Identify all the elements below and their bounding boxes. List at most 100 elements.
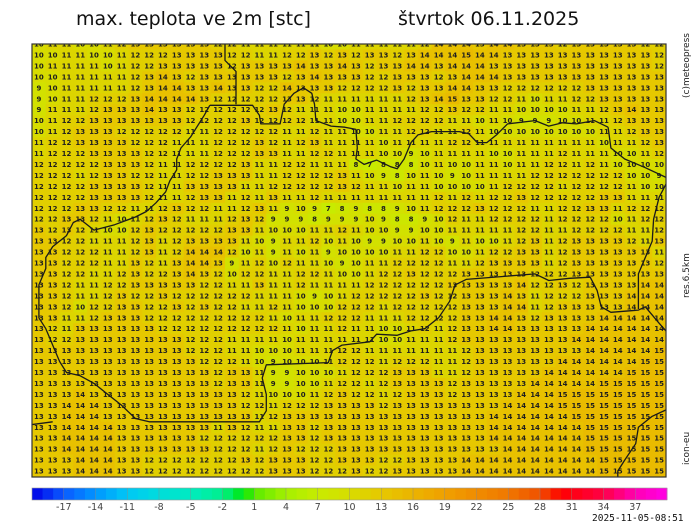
temperature-value: 12: [186, 227, 196, 235]
map-cell: [183, 257, 198, 270]
temperature-value: 13: [227, 391, 237, 399]
temperature-value: 11: [103, 260, 113, 268]
map-cell: [431, 44, 447, 51]
map-cell: [183, 104, 198, 116]
temperature-value: 11: [199, 150, 209, 158]
temperature-value: 14: [599, 336, 609, 344]
map-cell: [100, 137, 116, 149]
map-cell: [224, 246, 240, 259]
map-cell: [555, 158, 571, 171]
temperature-value: 13: [158, 117, 168, 125]
temperature-value: 12: [213, 95, 223, 103]
map-cell: [100, 191, 116, 204]
map-cell: [280, 301, 295, 313]
map-cell: [610, 257, 626, 270]
temperature-value: 10: [392, 336, 402, 344]
temperature-value: 13: [186, 402, 196, 410]
temperature-value: 15: [627, 457, 637, 465]
temperature-value: 13: [351, 424, 361, 432]
map-cell: [431, 49, 447, 62]
temperature-value: 12: [296, 161, 306, 169]
temperature-value: 14: [613, 314, 623, 322]
map-cell: [417, 290, 433, 302]
temperature-value: 13: [130, 391, 140, 399]
temperature-value: 9: [450, 238, 455, 246]
temperature-value: 12: [144, 161, 154, 169]
map-cell: [569, 257, 584, 270]
map-cell: [376, 82, 391, 94]
map-cell: [362, 104, 378, 116]
temperature-value: 13: [461, 292, 471, 300]
map-cell: [87, 301, 102, 313]
map-cell: [224, 71, 240, 83]
temperature-value: 12: [365, 73, 375, 81]
temperature-value: 12: [186, 336, 196, 344]
temperature-value: 12: [558, 260, 568, 268]
temperature-value: 14: [447, 84, 457, 92]
map-cell: [156, 169, 171, 182]
map-cell: [431, 290, 447, 302]
temperature-value: 12: [213, 106, 223, 114]
temperature-value: 12: [213, 270, 223, 278]
colorbar-tick-label: 7: [315, 502, 321, 513]
temperature-value: 13: [158, 336, 168, 344]
map-cell: [197, 115, 212, 127]
colorbar-segment: [328, 488, 340, 500]
temperature-value: 12: [227, 292, 237, 300]
temperature-value: 13: [296, 95, 306, 103]
temperature-value: 14: [530, 468, 540, 476]
temperature-value: 12: [351, 183, 361, 191]
colorbar-segment: [32, 488, 43, 500]
map-cell: [652, 148, 666, 160]
temperature-value: 11: [475, 216, 485, 224]
map-cell: [266, 224, 281, 237]
temperature-value: 13: [117, 117, 127, 125]
temperature-value: 13: [365, 435, 375, 443]
temperature-value: 11: [255, 183, 265, 191]
temperature-value: 12: [144, 150, 154, 158]
temperature-value: 10: [296, 249, 306, 257]
map-cell: [390, 202, 405, 215]
map-cell: [59, 268, 74, 281]
colorbar-segment: [624, 488, 636, 500]
temperature-value: 13: [241, 413, 251, 421]
map-cell: [321, 224, 336, 237]
temperature-value: 12: [530, 314, 540, 322]
temperature-value: 11: [530, 303, 540, 311]
temperature-value: 14: [599, 314, 609, 322]
temperature-value: 13: [544, 325, 554, 333]
temperature-value: 12: [227, 249, 237, 257]
map-cell: [349, 224, 364, 237]
temperature-value: 13: [34, 260, 44, 268]
temperature-value: 14: [75, 435, 85, 443]
temperature-value: 12: [130, 62, 140, 70]
temperature-value: 12: [654, 51, 664, 59]
temperature-value: 12: [516, 205, 526, 213]
temperature-value: 14: [613, 358, 623, 366]
temperature-value: 14: [282, 84, 292, 92]
map-cell: [59, 169, 74, 182]
temperature-value: 13: [117, 358, 127, 366]
temperature-value: 13: [392, 369, 402, 377]
map-cell: [59, 301, 74, 313]
temperature-value: 13: [117, 413, 127, 421]
temperature-value: 12: [310, 446, 320, 454]
map-cell: [638, 268, 653, 281]
temperature-value: 13: [144, 435, 154, 443]
temperature-value: 12: [199, 325, 209, 333]
map-cell: [224, 60, 240, 72]
temperature-value: 13: [544, 336, 554, 344]
temperature-value: 12: [572, 183, 582, 191]
map-cell: [404, 115, 419, 127]
colorbar-tick-label: 4: [283, 502, 289, 513]
map-cell: [87, 213, 102, 226]
map-cell: [252, 268, 267, 281]
temperature-value: 15: [558, 391, 568, 399]
temperature-value: 12: [516, 216, 526, 224]
map-cell: [114, 82, 130, 94]
map-cell: [266, 60, 281, 72]
temperature-value: 15: [654, 435, 664, 443]
map-cell: [624, 191, 640, 204]
map-cell: [486, 49, 502, 62]
temperature-value: 12: [310, 194, 320, 202]
